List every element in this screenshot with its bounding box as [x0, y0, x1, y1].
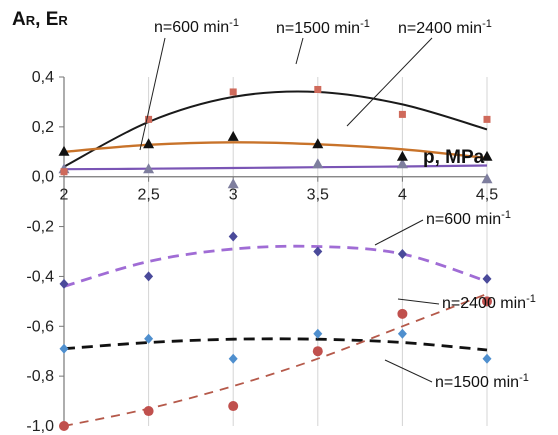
data-point [482, 273, 492, 284]
data-point [59, 421, 69, 431]
leader-line [346, 37, 433, 127]
series-label: n=1500 min-1 [435, 372, 529, 391]
data-point [481, 173, 493, 184]
series-label: n=600 min-1 [154, 17, 239, 36]
x-axis-title: p, MPa [423, 147, 485, 168]
data-point [59, 343, 69, 354]
data-point [398, 110, 406, 118]
data-point [143, 163, 155, 174]
axes [59, 76, 488, 427]
data-point [229, 88, 237, 96]
data-point [144, 271, 154, 282]
y-axis-title: AR, ER [12, 9, 68, 30]
series-label: n=600 min-1 [426, 209, 511, 228]
data-point [228, 401, 239, 412]
data-point [143, 406, 154, 417]
data-point [227, 178, 239, 189]
y-tick-label: 0,4 [32, 69, 54, 86]
fit-curve [63, 164, 488, 171]
data-point [397, 308, 408, 319]
fit-curves [63, 90, 488, 427]
y-tick-label: -0,6 [26, 318, 54, 335]
x-tick-label: 3,5 [307, 187, 329, 204]
annotation-leaders [139, 37, 440, 383]
x-tick-label: 2,5 [137, 187, 159, 204]
x-tick-label: 2 [60, 187, 69, 204]
x-tick-label: 4 [398, 187, 407, 204]
data-point [313, 328, 323, 339]
fit-curve [63, 90, 488, 168]
fit-curve [63, 293, 488, 427]
data-point [482, 296, 492, 307]
data-point [228, 231, 238, 242]
data-point [313, 246, 323, 257]
leader-line [384, 359, 433, 383]
data-point [143, 138, 155, 149]
annotation-labels: n=600 min-1 n=1500 min-1 n=2400 min-1 n=600… [154, 17, 536, 391]
data-point [312, 346, 323, 357]
x-tick-label: 3 [229, 187, 238, 204]
tick-labels: 0,4 0,2 0,0 -0,2 -0,4 -0,6 -0,8 -1,0 2 2,5 3 3,5 4 4,… [26, 69, 498, 435]
data-point [60, 168, 68, 176]
fit-curve [63, 244, 488, 288]
data-point [483, 115, 491, 123]
fit-curve [63, 141, 488, 160]
data-point [397, 328, 407, 339]
data-point [396, 150, 408, 161]
leader-line [397, 298, 440, 305]
data-point [227, 130, 239, 141]
leader-line [374, 219, 424, 246]
y-tick-label: -0,4 [26, 268, 54, 285]
data-point [482, 353, 492, 364]
data-point [396, 158, 408, 169]
leader-line [295, 37, 304, 65]
data-point [312, 158, 324, 169]
markers [58, 85, 493, 431]
y-tick-label: -0,2 [26, 219, 54, 236]
data-point [397, 248, 407, 259]
series-label: n=1500 min-1 [276, 18, 370, 37]
data-point [228, 353, 238, 364]
data-point [314, 85, 322, 93]
fit-curve [63, 337, 488, 352]
y-tick-label: 0,0 [32, 169, 54, 186]
data-point [481, 150, 493, 161]
y-tick-label: -1,0 [26, 418, 54, 435]
y-tick-label: -0,8 [26, 368, 54, 385]
data-point [59, 278, 69, 289]
series-label: n=2400 min-1 [442, 293, 536, 312]
data-point [58, 145, 70, 156]
x-tick-label: 4,5 [476, 187, 498, 204]
series-label: n=2400 min-1 [398, 18, 492, 37]
leader-line [139, 37, 166, 151]
data-point [144, 333, 154, 344]
y-tick-label: 0,2 [32, 119, 54, 136]
data-point [145, 115, 153, 123]
data-point [312, 138, 324, 149]
